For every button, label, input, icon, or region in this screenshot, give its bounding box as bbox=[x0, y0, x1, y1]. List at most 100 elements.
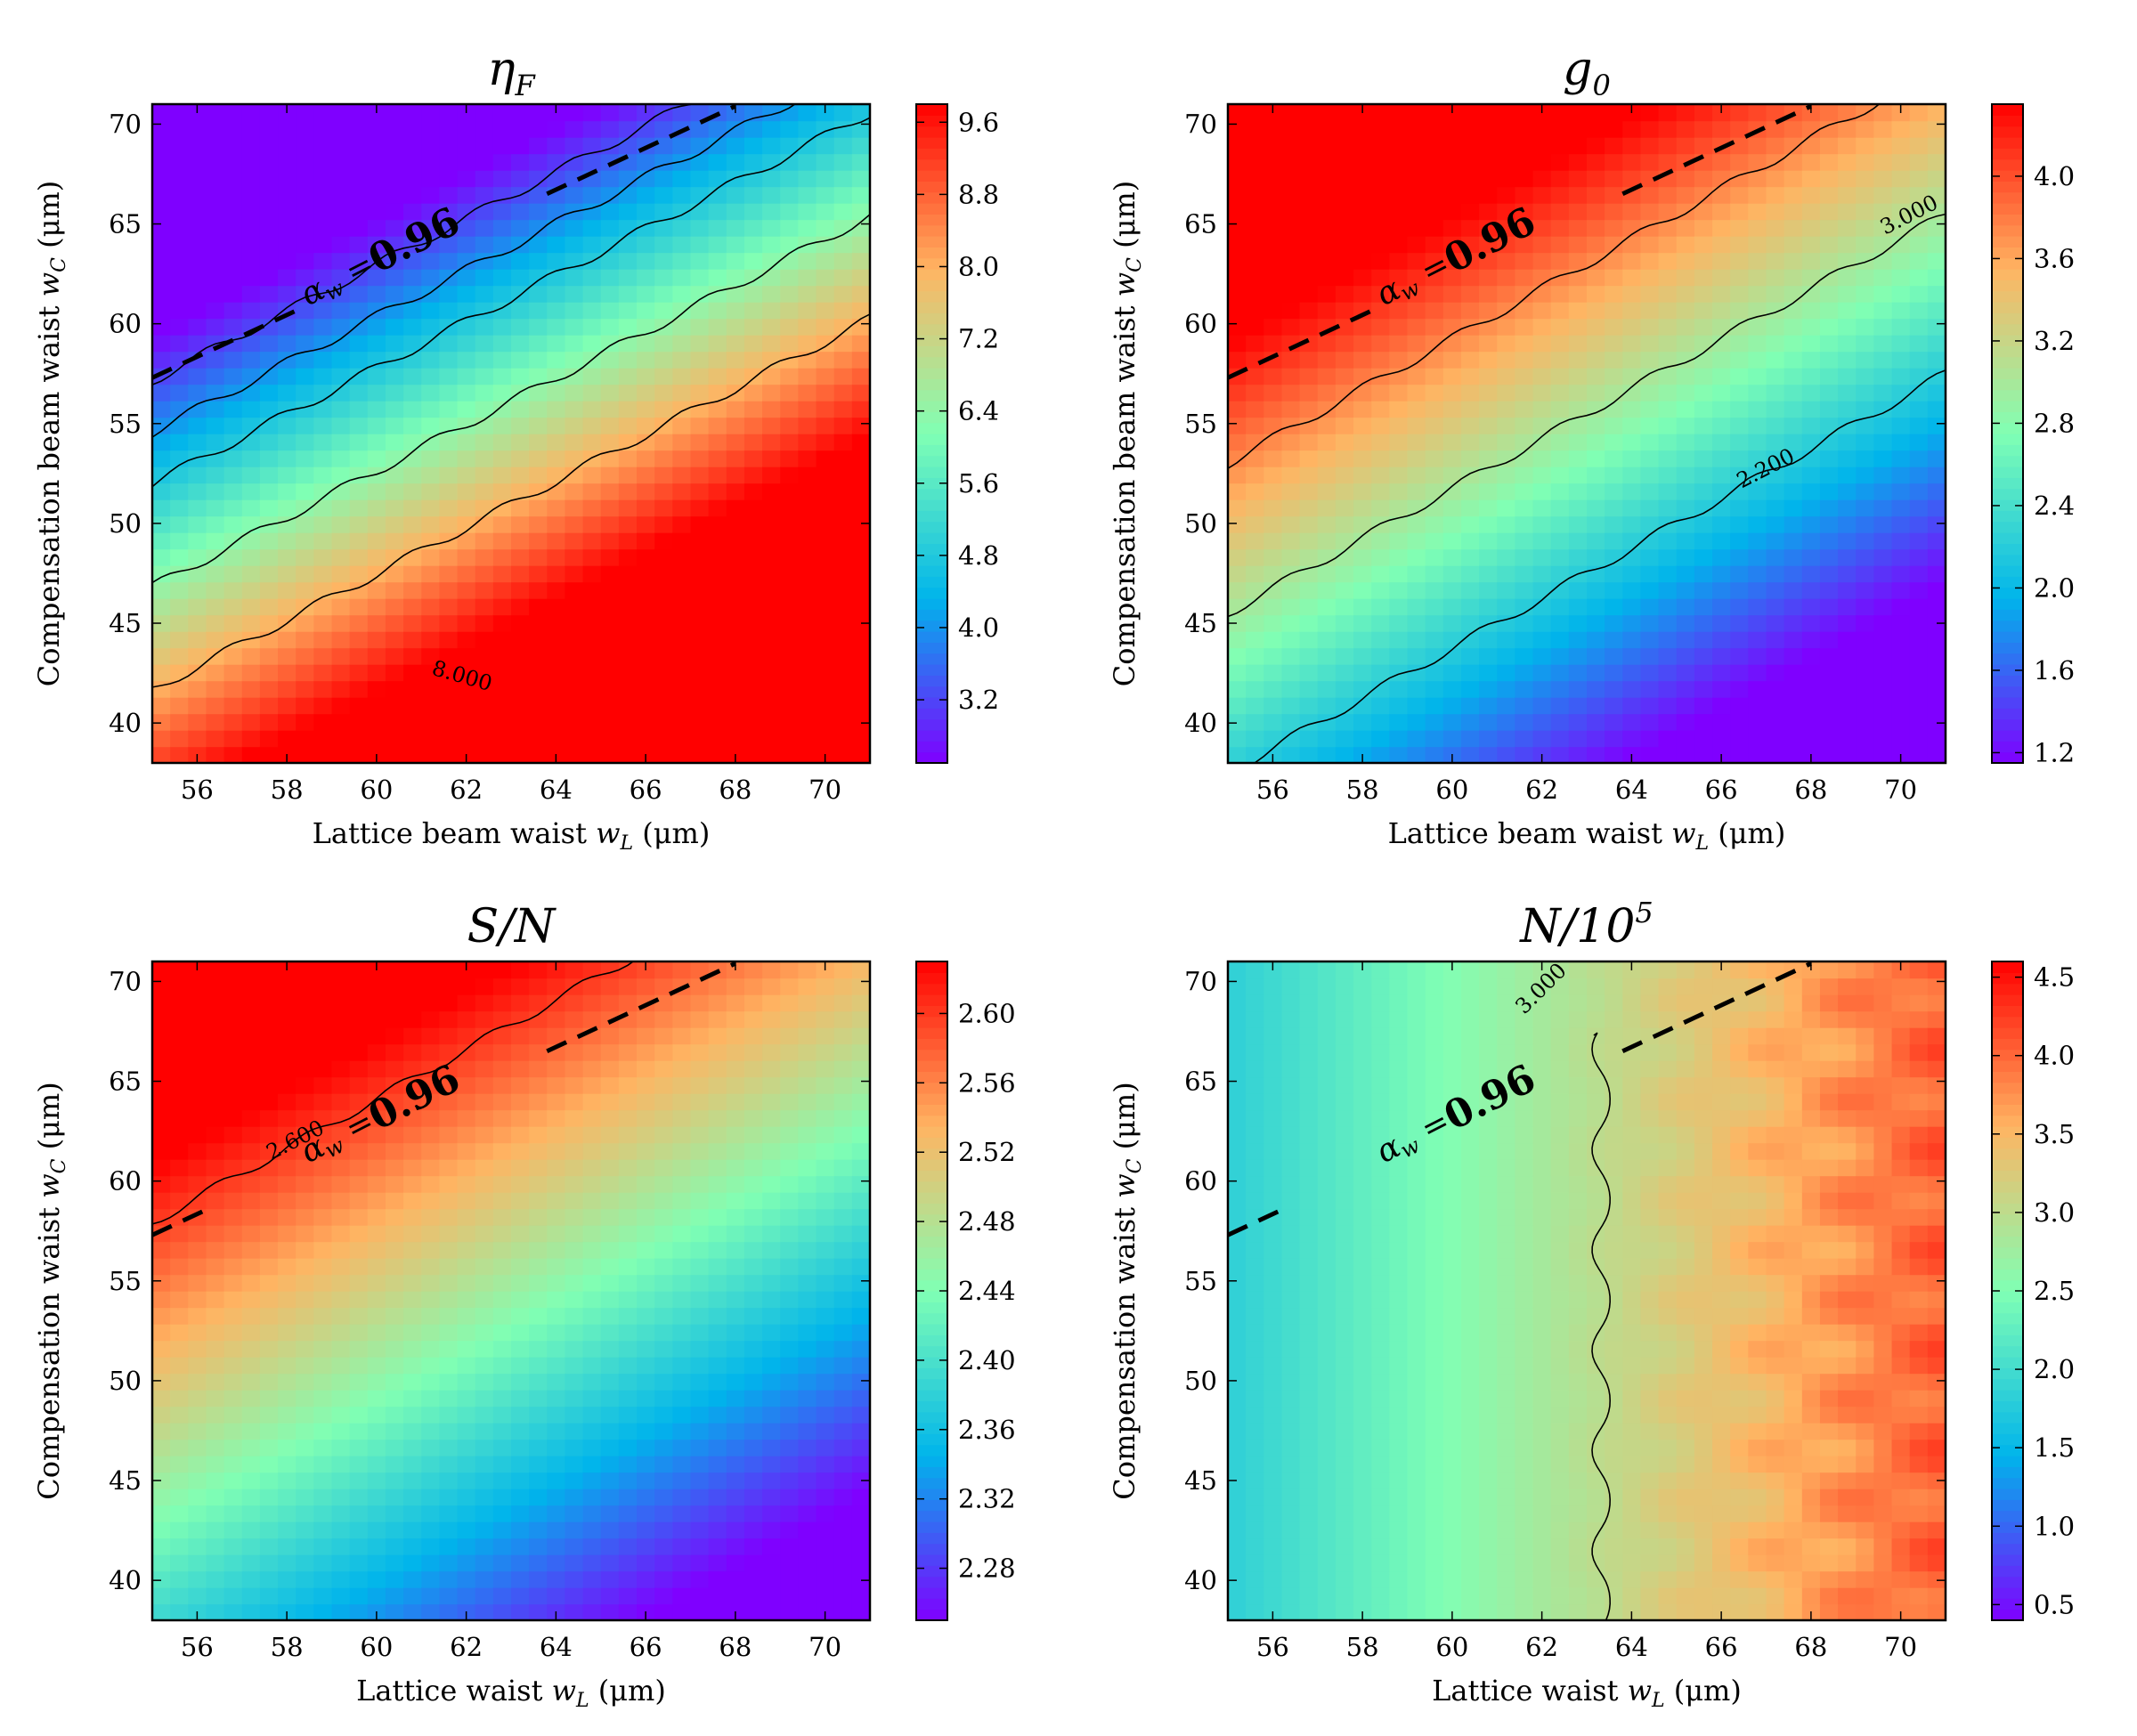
heatmap-cell bbox=[188, 713, 207, 731]
heatmap-cell bbox=[457, 302, 476, 320]
heatmap-cell bbox=[1425, 351, 1444, 369]
heatmap-cell bbox=[152, 1570, 171, 1588]
heatmap-cell bbox=[457, 252, 476, 270]
heatmap-cell bbox=[798, 450, 817, 467]
heatmap-cell bbox=[1766, 466, 1785, 484]
heatmap-cell bbox=[206, 1291, 225, 1309]
heatmap-cell bbox=[241, 581, 261, 599]
heatmap-cell bbox=[1515, 236, 1534, 254]
heatmap-cell bbox=[296, 1390, 315, 1407]
heatmap-cell bbox=[637, 434, 655, 451]
heatmap-cell bbox=[637, 219, 655, 237]
heatmap-cell bbox=[170, 1603, 189, 1620]
heatmap-cell bbox=[259, 351, 279, 369]
heatmap-cell bbox=[1658, 614, 1678, 632]
heatmap-cell bbox=[672, 614, 692, 632]
heatmap-cell bbox=[278, 697, 297, 715]
heatmap-cell bbox=[152, 466, 171, 484]
heatmap-cell bbox=[690, 631, 710, 649]
colorbar-cell bbox=[916, 158, 947, 171]
heatmap-cell bbox=[170, 1489, 189, 1506]
heatmap-cell bbox=[241, 1208, 261, 1226]
heatmap-cell bbox=[331, 1208, 351, 1226]
heatmap-cell bbox=[1246, 450, 1264, 467]
heatmap-cell bbox=[1532, 384, 1552, 402]
heatmap-cell bbox=[1353, 680, 1372, 698]
heatmap-cell bbox=[1335, 565, 1354, 583]
heatmap-cell bbox=[259, 1603, 279, 1620]
heatmap-cell bbox=[780, 1570, 800, 1588]
heatmap-cell bbox=[1353, 120, 1372, 138]
heatmap-cell bbox=[1407, 252, 1426, 270]
heatmap-cell bbox=[278, 1274, 297, 1292]
heatmap-cell bbox=[816, 581, 835, 599]
heatmap-cell bbox=[1658, 598, 1678, 616]
y-tick-label: 65 bbox=[1184, 209, 1217, 239]
heatmap-cell bbox=[385, 647, 404, 665]
heatmap-cell bbox=[439, 1472, 459, 1489]
heatmap-cell bbox=[726, 1093, 745, 1111]
heatmap-cell bbox=[421, 186, 441, 204]
heatmap-cell bbox=[672, 417, 692, 434]
heatmap-cell bbox=[743, 1109, 763, 1127]
heatmap-cell bbox=[1568, 252, 1588, 270]
heatmap-cell bbox=[223, 680, 243, 698]
heatmap-cell bbox=[672, 285, 692, 303]
heatmap-cell bbox=[278, 1241, 297, 1259]
heatmap-cell bbox=[349, 219, 369, 237]
heatmap-cell bbox=[780, 1357, 800, 1375]
heatmap-cell bbox=[403, 401, 422, 418]
heatmap-cell bbox=[313, 1587, 333, 1605]
heatmap-cell bbox=[600, 1521, 620, 1539]
heatmap-cell bbox=[1264, 318, 1283, 336]
heatmap-cell bbox=[672, 1439, 692, 1456]
heatmap-cell bbox=[1856, 548, 1875, 566]
heatmap-cell bbox=[1228, 548, 1247, 566]
heatmap-cell bbox=[313, 1307, 333, 1325]
heatmap-cell bbox=[492, 236, 512, 254]
heatmap-cell bbox=[1460, 483, 1480, 500]
heatmap-cell bbox=[1801, 664, 1821, 682]
heatmap-cell bbox=[188, 532, 207, 550]
heatmap-cell bbox=[618, 1472, 638, 1489]
heatmap-cell bbox=[259, 1192, 279, 1210]
heatmap-cell bbox=[349, 565, 369, 583]
heatmap-cell bbox=[1371, 499, 1391, 517]
heatmap-cell bbox=[439, 170, 459, 188]
heatmap-cell bbox=[529, 252, 548, 270]
colorbar-cell bbox=[916, 378, 947, 391]
heatmap-cell bbox=[403, 1537, 422, 1555]
heatmap-cell bbox=[743, 1291, 763, 1309]
heatmap-cell bbox=[726, 1423, 745, 1440]
heatmap-cell bbox=[726, 466, 745, 484]
heatmap-cell bbox=[780, 548, 800, 566]
heatmap-cell bbox=[457, 1587, 476, 1605]
heatmap-cell bbox=[547, 466, 566, 484]
heatmap-cell bbox=[1281, 483, 1301, 500]
heatmap-cell bbox=[241, 1373, 261, 1391]
heatmap-cell bbox=[170, 1423, 189, 1440]
heatmap-cell bbox=[1694, 730, 1713, 748]
heatmap-cell bbox=[600, 1505, 620, 1522]
heatmap-cell bbox=[349, 1324, 369, 1342]
heatmap-cell bbox=[1694, 664, 1713, 682]
heatmap-cell bbox=[565, 1357, 584, 1375]
heatmap-cell bbox=[743, 978, 763, 995]
heatmap-cell bbox=[475, 1537, 494, 1555]
heatmap-cell bbox=[726, 1570, 745, 1588]
heatmap-cell bbox=[726, 434, 745, 451]
heatmap-cell bbox=[457, 1324, 476, 1342]
heatmap-cell bbox=[1640, 236, 1660, 254]
heatmap-cell bbox=[1730, 269, 1750, 287]
heatmap-cell bbox=[457, 1423, 476, 1440]
heatmap-cell bbox=[1568, 434, 1588, 451]
heatmap-cell bbox=[1479, 548, 1498, 566]
heatmap-cell bbox=[743, 1603, 763, 1620]
heatmap-cell bbox=[1622, 713, 1642, 731]
heatmap-cell bbox=[1407, 368, 1426, 385]
heatmap-cell bbox=[278, 1307, 297, 1325]
heatmap-cell bbox=[851, 368, 870, 385]
heatmap-cell bbox=[672, 565, 692, 583]
heatmap-cell bbox=[690, 1456, 710, 1473]
heatmap-cell bbox=[421, 137, 441, 155]
